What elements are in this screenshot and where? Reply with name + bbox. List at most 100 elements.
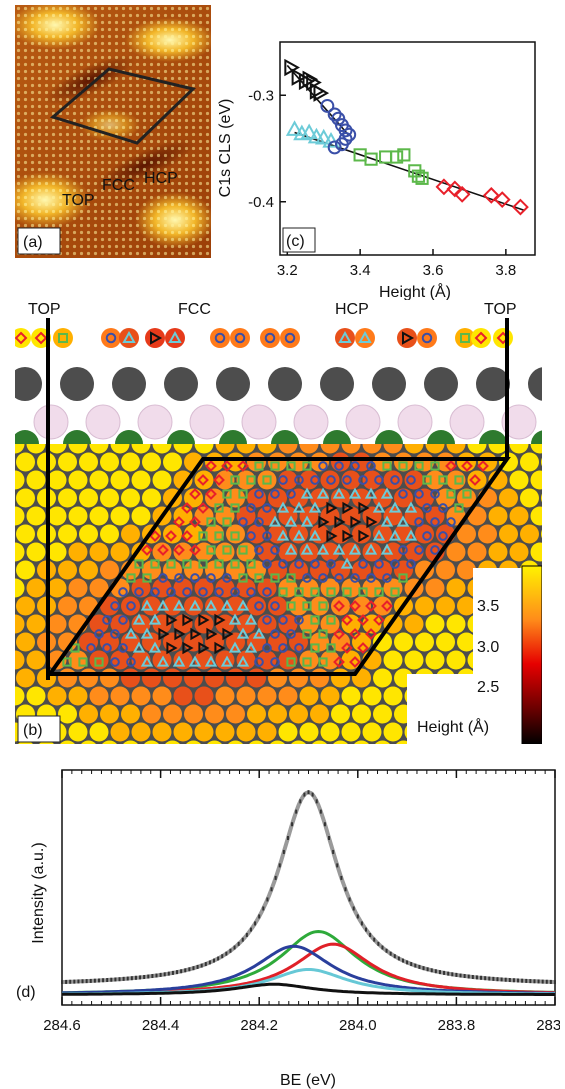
graphene-carbon-atom <box>362 686 382 706</box>
graphene-carbon-atom <box>142 488 161 508</box>
surface-site-marker <box>302 601 312 611</box>
surface-site-marker <box>406 559 416 569</box>
graphene-carbon-atom <box>278 722 298 742</box>
surface-site-marker <box>246 475 256 485</box>
surface-site-marker <box>357 614 369 626</box>
xps-data-point <box>537 979 540 984</box>
xps-data-point <box>529 979 532 984</box>
surface-site-marker <box>198 613 210 627</box>
surface-site-marker <box>222 573 232 583</box>
graphene-carbon-atom <box>278 686 298 706</box>
surface-site-marker <box>334 515 346 529</box>
graphene-carbon-atom <box>215 542 235 562</box>
surface-site-marker <box>221 460 233 472</box>
graphene-carbon-atom <box>226 560 245 580</box>
xps-data-point <box>525 978 528 983</box>
graphene-carbon-atom <box>520 452 539 472</box>
graphene-carbon-atom <box>58 524 77 544</box>
surface-site-marker <box>236 655 250 667</box>
surface-site-marker <box>388 501 402 513</box>
xps-data-point <box>459 973 462 978</box>
scatter-y-tick-label: -0.3 <box>248 87 274 104</box>
surface-site-marker <box>222 489 232 499</box>
xps-x-tick-label: 283.6 <box>536 1017 560 1034</box>
graphene-carbon-atom <box>509 506 529 526</box>
panel-a-tag: (a) <box>23 234 43 251</box>
surface-site-marker <box>286 573 296 583</box>
graphene-atom <box>471 328 491 348</box>
graphene-carbon-atom <box>16 668 35 688</box>
graphene-carbon-atom <box>541 529 542 539</box>
graphene-carbon-atom <box>457 632 476 652</box>
xps-data-point <box>299 799 302 804</box>
graphene-carbon-atom <box>16 488 35 508</box>
xps-data-point <box>475 975 478 980</box>
graphene-carbon-atom <box>15 614 25 634</box>
graphene-carbon-atom <box>152 722 172 742</box>
surface-site-marker <box>110 629 120 639</box>
surface-site-marker <box>404 529 418 541</box>
surface-site-marker <box>270 545 280 555</box>
surface-site-marker <box>268 515 282 527</box>
graphene-carbon-atom <box>236 444 256 454</box>
surface-site-marker <box>358 501 370 515</box>
surface-site-marker <box>341 614 353 626</box>
graphene-atom <box>101 328 121 348</box>
surface-site-marker <box>236 599 250 611</box>
xps-data-point <box>151 974 154 979</box>
substrate-atom-grey <box>112 367 146 401</box>
surface-site-marker <box>214 613 226 627</box>
graphene-carbon-atom <box>467 470 487 490</box>
surface-site-marker <box>220 655 234 667</box>
graphene-carbon-atom <box>16 452 35 472</box>
graphene-carbon-atom <box>58 452 77 472</box>
graphene-carbon-atom <box>530 470 542 490</box>
surface-site-marker <box>237 460 249 472</box>
graphene-carbon-atom <box>331 596 350 616</box>
graphene-carbon-atom <box>257 650 277 670</box>
surface-site-marker <box>388 529 402 541</box>
xps-data-point <box>311 792 314 797</box>
surface-site-marker <box>189 488 201 500</box>
surface-site-marker <box>318 629 328 639</box>
graphene-carbon-atom <box>26 650 46 670</box>
surface-site-marker <box>358 559 368 569</box>
xps-data-point <box>422 966 425 971</box>
xps-data-point <box>122 976 125 981</box>
graphene-carbon-atom <box>184 668 203 688</box>
surface-site-marker <box>294 475 304 485</box>
graphene-site-marker <box>150 331 163 345</box>
substrate-atom-pink <box>449 404 485 440</box>
xps-data-point <box>208 960 211 965</box>
xps-x-axis-label: BE (eV) <box>280 1072 336 1089</box>
graphene-carbon-atom <box>425 444 445 454</box>
surface-site-marker <box>278 643 288 653</box>
graphene-carbon-atom <box>299 578 319 598</box>
substrate-atom-pink <box>397 404 433 440</box>
surface-site-marker <box>220 599 234 611</box>
graphene-carbon-atom <box>299 470 319 490</box>
surface-site-marker <box>222 517 232 527</box>
scatter-x-axis-label: Height (Å) <box>379 282 451 300</box>
graphene-carbon-atom <box>58 668 77 688</box>
xps-data-point <box>365 927 368 932</box>
graphene-carbon-atom <box>352 704 371 724</box>
surface-site-marker <box>469 474 481 486</box>
surface-site-marker <box>438 503 448 513</box>
surface-site-marker <box>270 573 280 583</box>
xps-data-point <box>385 948 388 953</box>
graphene-carbon-atom <box>110 614 130 634</box>
graphene-carbon-atom <box>68 578 88 598</box>
graphene-site-marker <box>122 330 136 343</box>
surface-site-marker <box>270 461 280 471</box>
graphene-carbon-atom <box>102 740 117 744</box>
graphene-carbon-atom <box>509 444 529 454</box>
surface-site-marker <box>132 641 146 653</box>
xps-data-point <box>480 975 483 980</box>
surface-site-marker <box>189 544 201 556</box>
xps-data-point <box>159 972 162 977</box>
graphene-carbon-atom <box>236 686 256 706</box>
surface-site-marker <box>390 559 400 569</box>
surface-site-marker <box>318 515 330 529</box>
graphene-carbon-atom <box>488 506 508 526</box>
